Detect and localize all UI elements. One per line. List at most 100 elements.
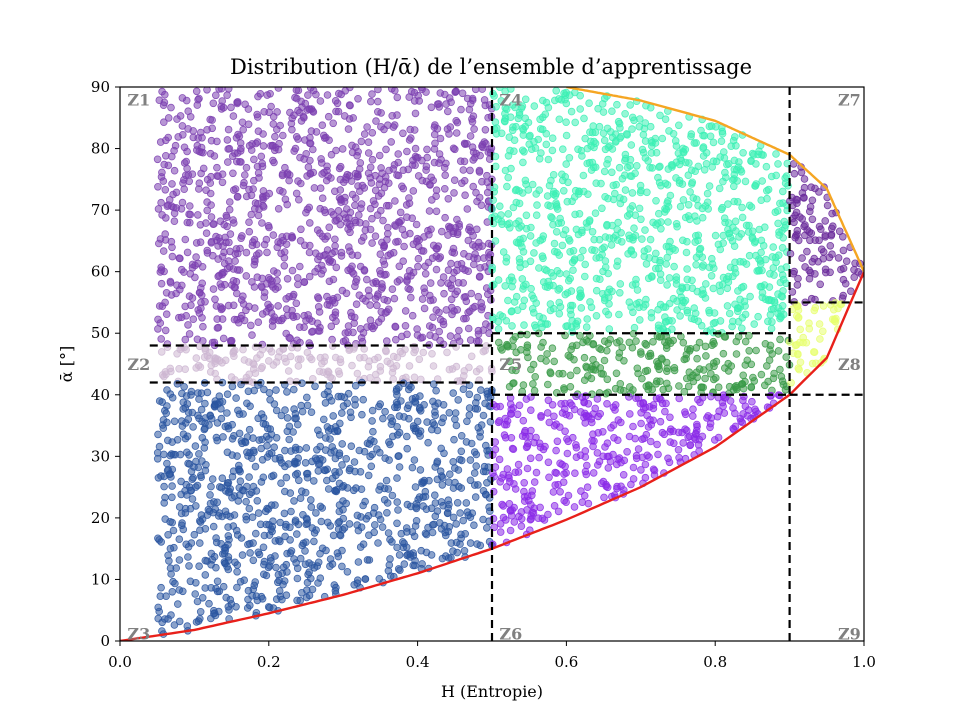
data-point [683, 345, 692, 354]
data-point [339, 481, 348, 490]
data-point [210, 338, 219, 347]
data-point [530, 102, 539, 110]
data-point [654, 321, 663, 330]
data-point [444, 478, 453, 486]
data-point [258, 219, 266, 227]
data-point [212, 584, 220, 593]
data-point [412, 504, 421, 513]
data-point [171, 450, 180, 459]
data-point [368, 406, 377, 415]
data-point [294, 87, 303, 95]
data-point [217, 414, 226, 423]
data-point [720, 393, 728, 402]
data-point [348, 141, 356, 150]
data-point [379, 216, 387, 225]
data-point [504, 173, 513, 182]
data-point [445, 470, 454, 479]
data-point [233, 531, 242, 539]
data-point [420, 284, 428, 293]
data-point [345, 214, 353, 222]
data-point [383, 508, 391, 517]
data-point [156, 592, 165, 600]
data-point [485, 248, 493, 257]
data-point [503, 182, 511, 191]
data-point [229, 112, 238, 120]
data-point [646, 349, 655, 358]
data-point [750, 377, 759, 385]
data-point [451, 409, 460, 417]
data-point [482, 524, 491, 532]
data-point [625, 410, 634, 418]
data-point [160, 482, 168, 491]
data-point [370, 521, 379, 529]
data-point [808, 215, 817, 224]
data-point [304, 163, 313, 171]
data-point [555, 115, 564, 124]
data-point [155, 442, 164, 451]
data-point [646, 122, 655, 131]
data-point [203, 352, 212, 360]
data-point [230, 352, 238, 361]
data-point [289, 385, 298, 394]
data-point [666, 237, 674, 246]
data-point [403, 444, 412, 453]
data-point [532, 211, 541, 220]
data-point [741, 337, 750, 346]
data-point [336, 355, 345, 364]
data-point [566, 371, 575, 380]
data-point [403, 528, 411, 536]
data-point [562, 160, 570, 168]
data-point [183, 432, 192, 441]
data-point [481, 399, 489, 408]
data-point [410, 373, 419, 382]
data-point [159, 247, 168, 255]
data-point [530, 249, 538, 257]
data-point [559, 478, 568, 487]
data-point [161, 326, 170, 335]
data-point [577, 304, 586, 312]
data-point [348, 148, 357, 157]
data-point [478, 87, 486, 93]
data-point [360, 353, 369, 362]
data-point [307, 503, 316, 511]
zone-label-z2: Z2 [127, 355, 150, 374]
data-point [466, 476, 475, 485]
data-point [175, 364, 183, 373]
data-point [608, 221, 617, 230]
data-point [409, 422, 418, 430]
data-point [420, 304, 429, 313]
data-point [165, 557, 173, 565]
data-point [465, 307, 474, 316]
data-point [685, 159, 693, 167]
data-point [687, 166, 696, 175]
data-point [771, 208, 780, 217]
data-point [250, 581, 259, 590]
data-point [338, 145, 347, 153]
data-point [736, 257, 744, 266]
data-point [265, 603, 274, 612]
data-point [343, 170, 352, 179]
data-point [175, 254, 184, 263]
data-point [454, 278, 463, 287]
data-point [684, 382, 693, 391]
data-point [377, 164, 385, 172]
data-point [184, 459, 192, 468]
data-point [332, 263, 341, 272]
data-point [838, 233, 847, 241]
data-point [277, 249, 285, 258]
data-point [580, 272, 589, 281]
data-point [457, 447, 466, 456]
data-point [794, 350, 802, 359]
data-point [502, 483, 511, 491]
data-point [251, 462, 260, 471]
zone-label-z7: Z7 [838, 90, 861, 109]
data-point [506, 526, 515, 535]
data-point [730, 242, 739, 251]
data-point [371, 232, 380, 241]
data-point [591, 404, 599, 413]
data-point [322, 546, 330, 555]
data-point [766, 392, 775, 400]
data-point [676, 202, 685, 211]
data-point [155, 96, 164, 104]
data-point [274, 145, 283, 154]
